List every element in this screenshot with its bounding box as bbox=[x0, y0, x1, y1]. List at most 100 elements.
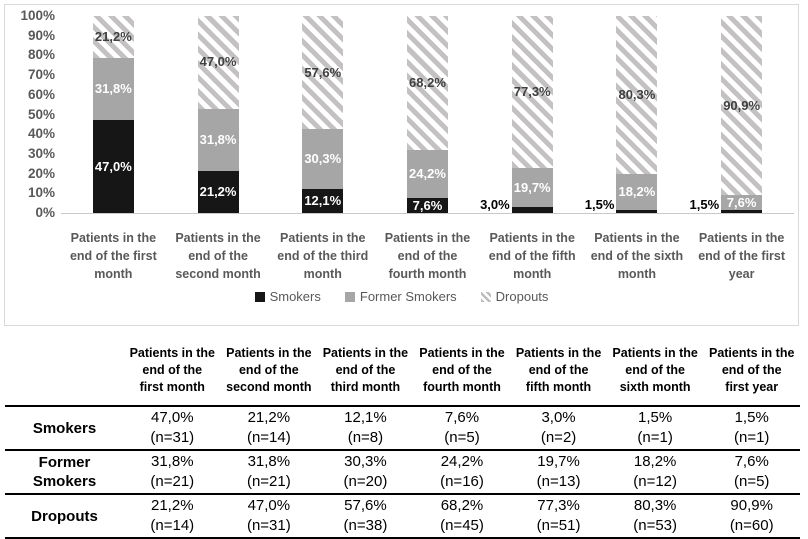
table-cell-percent: 47,0% bbox=[247, 497, 291, 514]
table-header-row: Patients in the end of the first month Pa… bbox=[5, 337, 800, 407]
x-axis-category-label: Patients in the end of the first year bbox=[698, 231, 786, 281]
legend-item-dropouts: Dropouts bbox=[480, 289, 549, 304]
bar-value-label: 57,6% bbox=[304, 64, 342, 80]
table-cell-percent: 80,3% bbox=[633, 497, 677, 514]
bar-segment-former-smokers: 24,2% bbox=[406, 150, 448, 199]
bar-value-label-outside: 1,5% bbox=[689, 197, 720, 212]
table-cell: 19,7% (n=13) bbox=[510, 452, 607, 492]
stacked-bar: 47,0% 31,8% 21,2% bbox=[92, 16, 134, 213]
table-cell-n: (n=12) bbox=[633, 473, 678, 490]
table-cell: 1,5% (n=1) bbox=[607, 408, 704, 448]
table-cell-percent: 30,3% bbox=[344, 453, 387, 470]
table-cell: 77,3% (n=51) bbox=[510, 496, 607, 536]
bar-value-label: 21,2% bbox=[94, 28, 132, 44]
table-cell-n: (n=5) bbox=[733, 473, 770, 490]
plot-area: 47,0% 31,8% 21,2% 21,2% 31,8% 47,0% 12,1% 30,3%… bbox=[61, 16, 794, 214]
bar-segment-smokers: 12,1% bbox=[302, 189, 344, 213]
table-cell-percent: 1,5% bbox=[638, 409, 673, 426]
stacked-bar: 12,1% 30,3% 57,6% bbox=[302, 16, 344, 213]
table-cell: 7,6% (n=5) bbox=[414, 408, 511, 448]
table-header-cell: Patients in the end of the fourth month bbox=[419, 346, 505, 394]
table-row-label: Dropouts bbox=[31, 507, 98, 525]
table-cell-percent: 57,6% bbox=[344, 497, 387, 514]
table-cell-n: (n=45) bbox=[440, 517, 484, 534]
bar-segment-smokers bbox=[616, 210, 658, 213]
bar-segment-smokers: 7,6% bbox=[406, 198, 448, 213]
table-cell-n: (n=2) bbox=[540, 429, 577, 446]
legend-label: Smokers bbox=[269, 289, 321, 304]
table-cell: 12,1% (n=8) bbox=[317, 408, 414, 448]
table-cell-n: (n=31) bbox=[246, 517, 291, 534]
bar-segment-dropouts: 77,3% bbox=[511, 16, 553, 169]
table-cell-n: (n=38) bbox=[343, 517, 388, 534]
bar-column: 47,0% 31,8% 21,2% bbox=[61, 16, 166, 213]
table-row-label: Former Smokers bbox=[32, 454, 97, 490]
table-cell-n: (n=20) bbox=[343, 473, 388, 490]
table-cell-percent: 7,6% bbox=[444, 409, 480, 426]
legend-swatch-hatch-icon bbox=[480, 291, 491, 302]
x-axis-category-label: Patients in the end of the fifth month bbox=[488, 231, 576, 281]
table-header-cell: Patients in the end of the second month bbox=[226, 346, 312, 394]
stacked-bar: 19,7% 77,3% bbox=[511, 16, 553, 213]
y-axis-tick: 10% bbox=[27, 185, 55, 201]
legend-label: Former Smokers bbox=[359, 289, 457, 304]
table-cell-percent: 21,2% bbox=[151, 497, 194, 514]
table-cell: 31,8% (n=21) bbox=[124, 452, 221, 492]
bar-segment-former-smokers: 19,7% bbox=[511, 168, 553, 208]
y-axis-tick: 0% bbox=[35, 205, 55, 220]
bar-value-label: 47,0% bbox=[94, 158, 132, 174]
y-axis-tick: 90% bbox=[27, 27, 55, 43]
table-cell-percent: 1,5% bbox=[734, 409, 769, 426]
y-axis-tick: 100% bbox=[20, 8, 55, 23]
x-axis-category-label: Patients in the end of the sixth month bbox=[590, 231, 684, 281]
table-cell-percent: 19,7% bbox=[537, 453, 580, 470]
table-header-cell: Patients in the end of the third month bbox=[322, 346, 409, 394]
bar-value-label: 7,6% bbox=[726, 194, 757, 210]
table-cell: 57,6% (n=38) bbox=[317, 496, 414, 536]
table-cell: 24,2% (n=16) bbox=[414, 452, 511, 492]
stacked-bar: 21,2% 31,8% 47,0% bbox=[197, 16, 239, 213]
table-cell: 21,2% (n=14) bbox=[221, 408, 318, 448]
stacked-bar: 18,2% 80,3% bbox=[616, 16, 658, 213]
table-cell-n: (n=21) bbox=[150, 473, 195, 490]
stacked-bar: 7,6% 90,9% bbox=[721, 16, 763, 213]
table-cell: 31,8% (n=21) bbox=[221, 452, 318, 492]
table-cell-percent: 31,8% bbox=[151, 453, 194, 470]
legend-label: Dropouts bbox=[495, 289, 549, 304]
table-header-cell: Patients in the end of the first month bbox=[129, 346, 215, 394]
bar-value-label: 31,8% bbox=[94, 81, 132, 97]
table-cell-n: (n=31) bbox=[150, 429, 195, 446]
table-cell: 30,3% (n=20) bbox=[317, 452, 414, 492]
table-cell-n: (n=60) bbox=[729, 517, 774, 534]
legend-item-smokers: Smokers bbox=[254, 289, 321, 304]
table-cell: 90,9% (n=60) bbox=[703, 496, 800, 536]
bar-value-label: 7,6% bbox=[412, 197, 443, 213]
table-cell-percent: 3,0% bbox=[541, 409, 576, 426]
table-cell-n: (n=21) bbox=[246, 473, 291, 490]
bar-segment-smokers: 47,0% bbox=[92, 120, 134, 213]
table-cell-percent: 68,2% bbox=[440, 497, 484, 514]
bar-segment-former-smokers: 18,2% bbox=[616, 174, 658, 211]
bar-value-label: 68,2% bbox=[409, 75, 446, 91]
table-cell: 68,2% (n=45) bbox=[414, 496, 511, 536]
y-axis-tick: 80% bbox=[27, 47, 55, 63]
bar-value-label: 90,9% bbox=[723, 97, 761, 113]
x-axis-category-label: Patients in the end of the third month bbox=[277, 231, 369, 281]
chart-panel: 100% 90% 80% 70% 60% 50% 40% 30% 20% 10% 0% 47,0% 3… bbox=[4, 4, 799, 326]
bar-segment-smokers bbox=[511, 207, 553, 213]
table-cell-percent: 31,8% bbox=[247, 453, 291, 470]
table-header-cell: Patients in the end of the first year bbox=[708, 346, 795, 394]
x-axis-category-label: Patients in the end of the first month bbox=[69, 231, 157, 281]
bar-segment-smokers bbox=[721, 210, 763, 213]
bar-column: 19,7% 77,3% 3,0% bbox=[480, 16, 585, 213]
table-cell-percent: 12,1% bbox=[344, 409, 387, 426]
bar-column: 21,2% 31,8% 47,0% bbox=[166, 16, 271, 213]
table-row-former-smokers: Former Smokers 31,8% (n=21) 31,8% (n=21) 30,3… bbox=[5, 451, 800, 495]
bar-segment-dropouts: 80,3% bbox=[616, 16, 658, 175]
bar-segment-former-smokers: 7,6% bbox=[721, 195, 763, 211]
table-cell: 21,2% (n=14) bbox=[124, 496, 221, 536]
bar-value-label: 19,7% bbox=[513, 179, 551, 195]
chart-legend: Smokers Former Smokers Dropouts bbox=[5, 289, 798, 304]
table-header-cell bbox=[5, 345, 124, 396]
table-cell-n: (n=53) bbox=[633, 517, 678, 534]
